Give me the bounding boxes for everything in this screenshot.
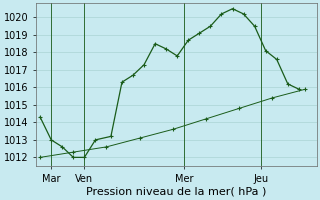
X-axis label: Pression niveau de la mer( hPa ): Pression niveau de la mer( hPa ) — [86, 187, 266, 197]
